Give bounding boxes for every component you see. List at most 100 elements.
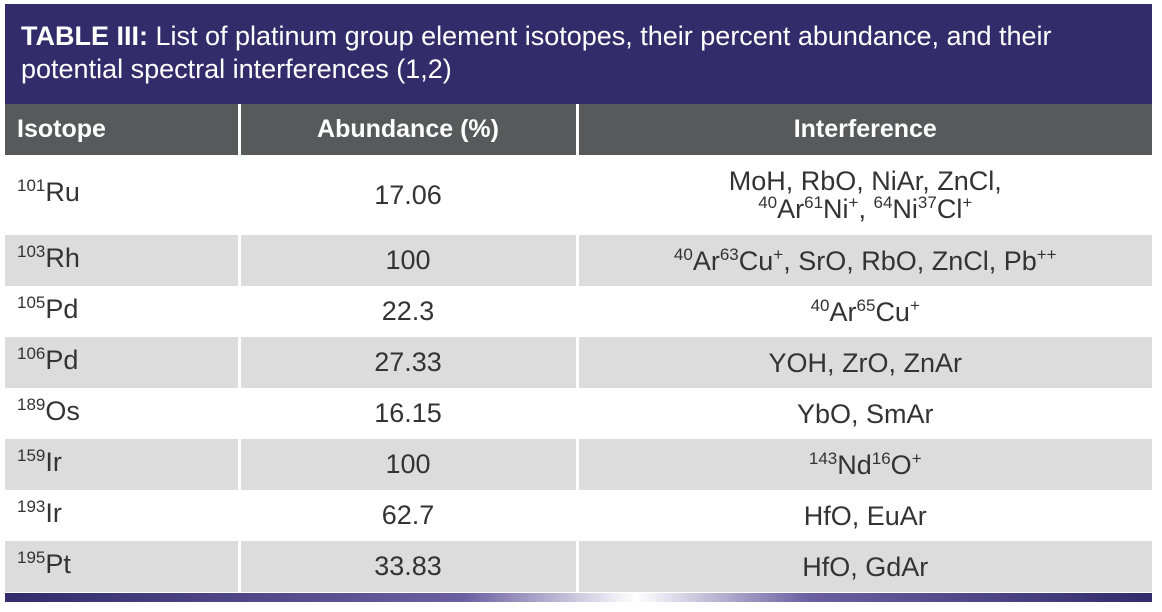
- isotope-element: Ir: [45, 498, 62, 528]
- table-title-text: List of platinum group element isotopes,…: [21, 21, 1052, 84]
- interference-line: 40Ar65Cu+: [579, 295, 1153, 327]
- interference-text: HfO, EuAr: [803, 500, 927, 531]
- isotope-mass: 106: [17, 344, 46, 363]
- interference-superscript: 37: [917, 193, 937, 212]
- table-row: 103Rh 100 40Ar63Cu+, SrO, RbO, ZnCl, Pb++: [5, 235, 1152, 286]
- isotope-mass: 159: [17, 446, 46, 465]
- isotope-mass: 189: [17, 395, 46, 414]
- interference-cell: HfO, GdAr: [575, 541, 1153, 592]
- isotope-mass: 101: [17, 176, 46, 195]
- isotope-cell: 101Ru: [5, 155, 239, 235]
- isotope-cell: 189Os: [5, 388, 239, 439]
- interference-line: YOH, ZrO, ZnAr: [579, 349, 1153, 377]
- header-isotope: Isotope: [5, 104, 239, 155]
- table-figure: TABLE III: List of platinum group elemen…: [5, 4, 1152, 606]
- table-row: 106Pd 27.33 YOH, ZrO, ZnAr: [5, 337, 1152, 388]
- interference-text: YbO, SmAr: [796, 398, 934, 429]
- isotope-element: Rh: [45, 243, 80, 273]
- interference-superscript: 63: [719, 244, 739, 264]
- interference-superscript: +: [773, 244, 784, 264]
- table-row: 195Pt 33.83 HfO, GdAr: [5, 541, 1152, 592]
- abundance-cell: 33.83: [237, 541, 577, 592]
- isotope-table: Isotope Abundance (%) Interference 101Ru…: [5, 104, 1152, 592]
- header-abundance: Abundance (%): [237, 104, 577, 155]
- interference-cell: HfO, EuAr: [575, 490, 1153, 541]
- interference-text: Cu: [875, 296, 910, 327]
- isotope-cell: 159Ir: [5, 439, 239, 490]
- interference-line: MoH, RbO, NiAr, ZnCl,: [579, 167, 1153, 195]
- header-interference: Interference: [575, 104, 1152, 155]
- abundance-cell: 62.7: [237, 490, 577, 541]
- isotope-cell: 193Ir: [5, 490, 239, 541]
- interference-superscript: 64: [873, 193, 893, 212]
- table-row: 193Ir 62.7 HfO, EuAr: [5, 490, 1152, 541]
- interference-line: YbO, SmAr: [579, 400, 1153, 428]
- interference-cell: 40Ar63Cu+, SrO, RbO, ZnCl, Pb++: [575, 235, 1153, 286]
- interference-text: Ni: [892, 194, 918, 224]
- abundance-cell: 22.3: [237, 286, 577, 337]
- isotope-mass: 103: [17, 242, 46, 261]
- interference-line: 40Ar63Cu+, SrO, RbO, ZnCl, Pb++: [579, 244, 1153, 276]
- interference-text: Cl: [936, 194, 963, 224]
- table-row: 189Os 16.15 YbO, SmAr: [5, 388, 1152, 439]
- interference-superscript: ++: [1036, 244, 1057, 264]
- interference-superscript: 16: [871, 448, 891, 468]
- interference-superscript: 61: [804, 193, 824, 212]
- abundance-cell: 17.06: [237, 155, 577, 235]
- isotope-cell: 103Rh: [5, 235, 239, 286]
- interference-superscript: +: [909, 295, 920, 315]
- interference-text: Ar: [829, 296, 857, 327]
- isotope-cell: 106Pd: [5, 337, 239, 388]
- interference-cell: MoH, RbO, NiAr, ZnCl, 40Ar61Ni+, 64Ni37Cl…: [575, 155, 1153, 235]
- isotope-element: Pd: [45, 294, 79, 324]
- isotope-element: Os: [45, 396, 80, 426]
- abundance-cell: 100: [237, 235, 577, 286]
- interference-superscript: +: [911, 448, 922, 468]
- interference-superscript: +: [848, 193, 859, 212]
- interference-text: Ar: [692, 245, 720, 276]
- isotope-element: Pd: [45, 345, 79, 375]
- interference-text: MoH, RbO, NiAr, ZnCl,: [728, 166, 1002, 196]
- table-title: TABLE III: List of platinum group elemen…: [5, 4, 1152, 104]
- interference-superscript: 65: [856, 295, 876, 315]
- interference-text: HfO, GdAr: [802, 551, 929, 582]
- interference-superscript: +: [962, 193, 973, 212]
- isotope-element: Pt: [45, 549, 71, 579]
- isotope-mass: 193: [17, 497, 46, 516]
- abundance-cell: 16.15: [237, 388, 577, 439]
- table-row: 159Ir 100 143Nd16O+: [5, 439, 1152, 490]
- interference-superscript: 40: [758, 193, 778, 212]
- interference-text: ,: [858, 194, 874, 224]
- interference-superscript: 40: [673, 244, 693, 264]
- interference-line: 143Nd16O+: [579, 448, 1153, 480]
- interference-cell: 40Ar65Cu+: [575, 286, 1153, 337]
- isotope-element: Ir: [45, 447, 62, 477]
- table-row: 105Pd 22.3 40Ar65Cu+: [5, 286, 1152, 337]
- table-title-label: TABLE III:: [21, 21, 148, 51]
- interference-line: HfO, EuAr: [579, 502, 1153, 530]
- table-header-row: Isotope Abundance (%) Interference: [5, 104, 1152, 155]
- interference-cell: YbO, SmAr: [575, 388, 1153, 439]
- isotope-mass: 195: [17, 548, 46, 567]
- interference-text: , SrO, RbO, ZnCl, Pb: [783, 245, 1037, 276]
- interference-text: Nd: [837, 449, 872, 480]
- interference-text: O: [890, 449, 912, 480]
- interference-text: Ar: [777, 194, 805, 224]
- interference-text: Cu: [738, 245, 774, 276]
- interference-text: Ni: [823, 194, 849, 224]
- abundance-cell: 100: [237, 439, 577, 490]
- interference-text: YOH, ZrO, ZnAr: [768, 347, 962, 378]
- interference-superscript: 40: [810, 295, 830, 315]
- isotope-element: Ru: [45, 177, 80, 207]
- interference-line: HfO, GdAr: [579, 553, 1153, 581]
- interference-cell: 143Nd16O+: [575, 439, 1153, 490]
- interference-cell: YOH, ZrO, ZnAr: [575, 337, 1153, 388]
- table-body: 101Ru 17.06 MoH, RbO, NiAr, ZnCl, 40Ar61Ni+…: [5, 155, 1152, 592]
- bottom-rule: [5, 593, 1152, 602]
- interference-line: 40Ar61Ni+, 64Ni37Cl+: [579, 193, 1153, 224]
- isotope-mass: 105: [17, 293, 46, 312]
- table-row: 101Ru 17.06 MoH, RbO, NiAr, ZnCl, 40Ar61Ni+…: [5, 155, 1152, 235]
- abundance-cell: 27.33: [237, 337, 577, 388]
- interference-superscript: 143: [808, 448, 838, 468]
- isotope-cell: 195Pt: [5, 541, 239, 592]
